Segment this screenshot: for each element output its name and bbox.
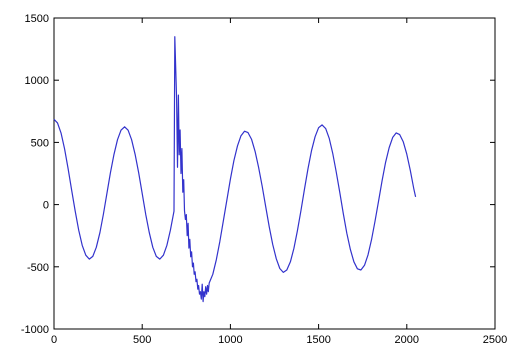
plot-area — [53, 17, 496, 330]
x-tick-label: 500 — [133, 334, 151, 346]
y-tick-label: -500 — [27, 262, 49, 274]
axis-ticks — [53, 17, 496, 330]
x-tick-label: 1000 — [218, 334, 242, 346]
y-tick-label: -1000 — [21, 324, 49, 336]
y-tick-label: 1000 — [25, 75, 49, 87]
x-tick-label: 2500 — [483, 334, 507, 346]
y-tick-label: 0 — [43, 200, 49, 212]
axis-tick-labels: 0 500 1000 1500 2000 2500 -1000 -500 0 500 1000 150… — [21, 13, 507, 346]
series-layer — [53, 36, 417, 303]
y-tick-label: 500 — [31, 137, 49, 149]
x-tick-label: 2000 — [395, 334, 419, 346]
x-tick-label: 1500 — [306, 334, 330, 346]
series-line — [53, 36, 417, 303]
y-tick-label: 1500 — [25, 13, 49, 25]
x-tick-label: 0 — [51, 334, 57, 346]
